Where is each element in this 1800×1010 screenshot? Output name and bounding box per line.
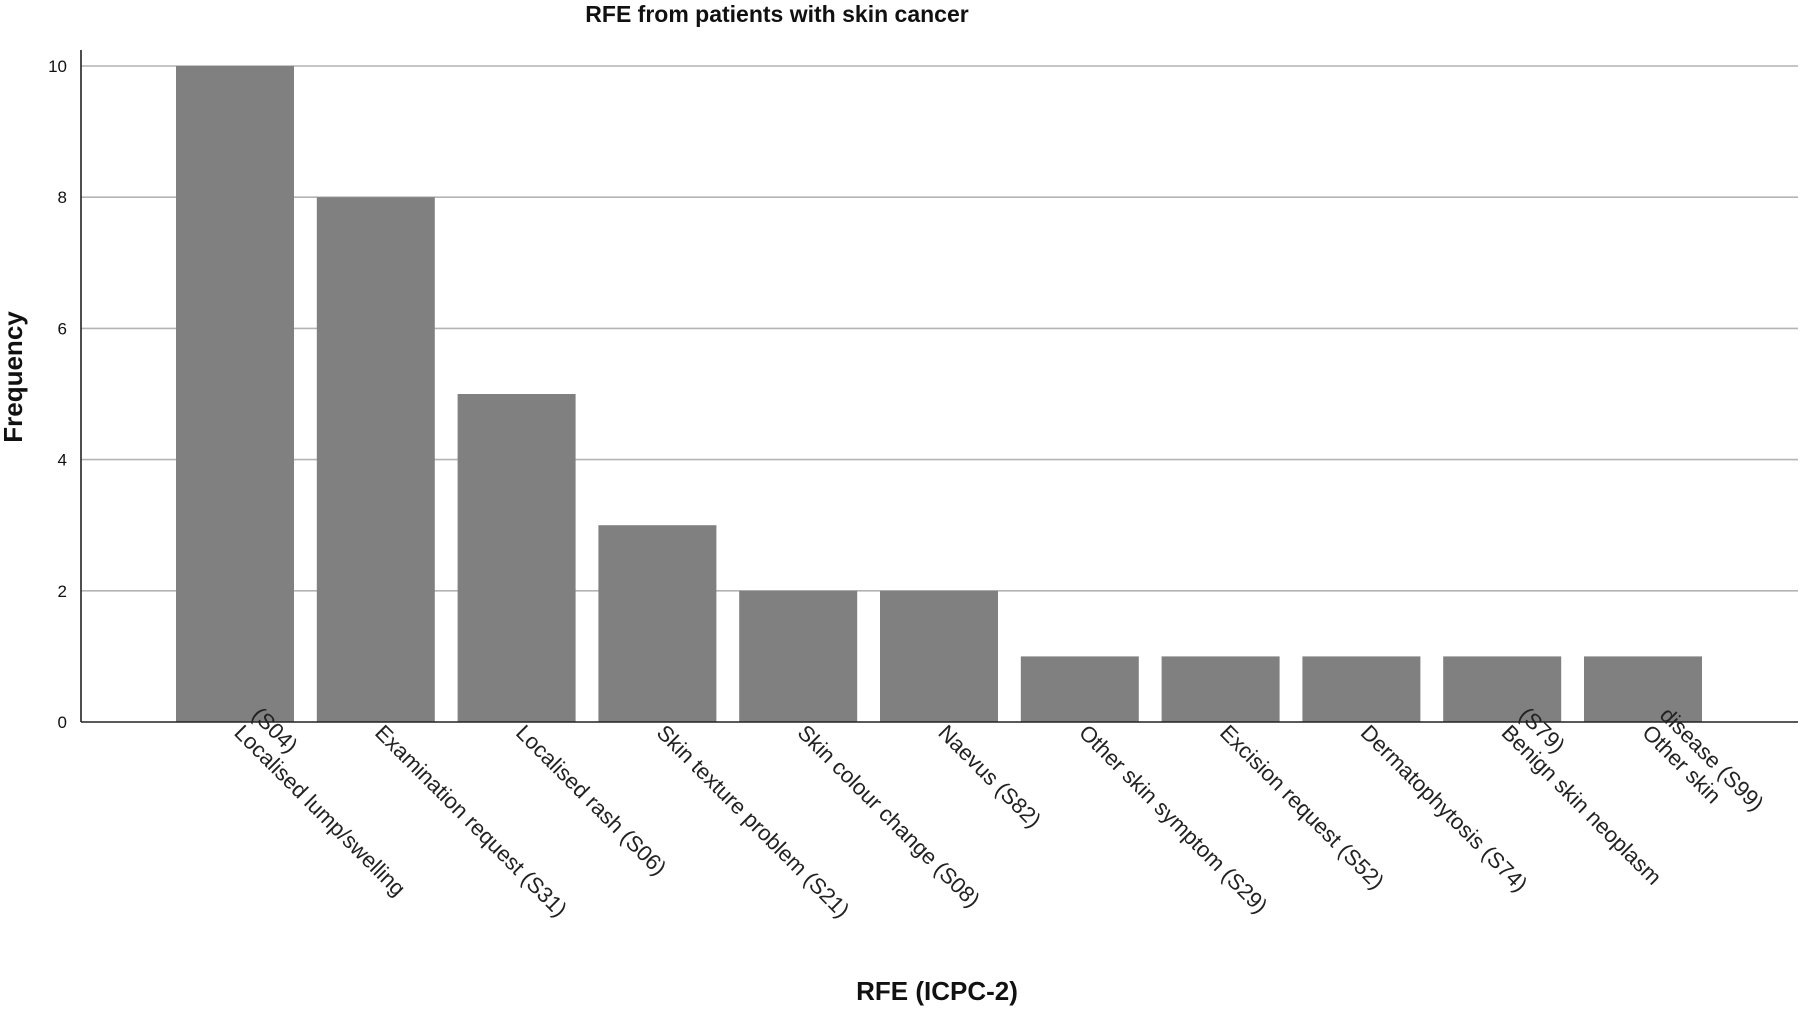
axes [80, 50, 1798, 723]
x-category-label: Naevus (S82) [933, 720, 1046, 833]
chart-title: RFE from patients with skin cancer [585, 1, 968, 27]
bar [880, 590, 998, 722]
bars [176, 66, 1702, 722]
bar [1443, 656, 1562, 722]
x-axis-title: RFE (ICPC-2) [856, 976, 1018, 1006]
bar [739, 590, 858, 722]
x-category-label-line: Benign skin neoplasm [1497, 720, 1667, 890]
x-category-label-line: Localised rash (S06) [511, 720, 671, 880]
x-category-labels: Localised lump/swelling(S04) Examination … [229, 702, 1768, 922]
x-category-label: Localised rash (S06) [511, 720, 671, 880]
y-tick-label: 2 [58, 582, 67, 601]
bar [457, 394, 576, 722]
y-axis-title: Frequency [0, 311, 28, 443]
y-tick-label: 8 [58, 188, 67, 207]
bar [1020, 656, 1139, 722]
bar [1584, 656, 1702, 722]
bar [176, 66, 294, 722]
bar [1302, 656, 1421, 722]
y-tick-label: 0 [58, 713, 67, 732]
x-category-label-line: Naevus (S82) [933, 720, 1046, 833]
bar [316, 197, 435, 722]
y-tick-labels: 0 2 4 6 8 10 [48, 57, 67, 732]
y-tick-label: 10 [48, 57, 67, 76]
bar [1161, 656, 1280, 722]
y-tick-label: 6 [58, 319, 67, 338]
y-tick-label: 4 [58, 451, 67, 470]
bar [598, 525, 717, 722]
